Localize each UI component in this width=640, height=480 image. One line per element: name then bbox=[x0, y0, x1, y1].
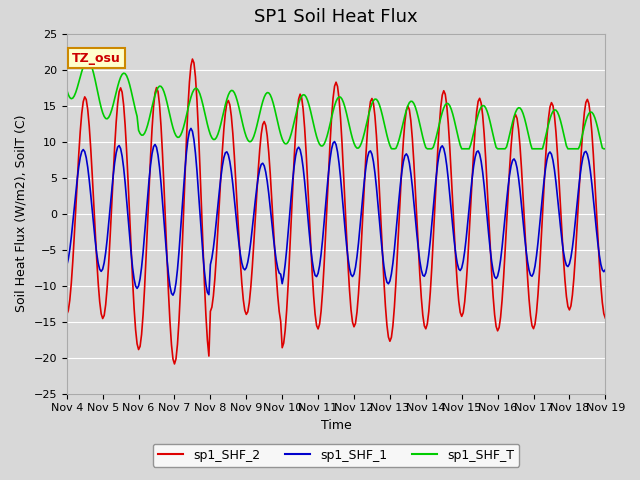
sp1_SHF_2 bbox=[163, 256, 171, 262]
Y-axis label: Soil Heat Flux (W/m2), SoilT (C): Soil Heat Flux (W/m2), SoilT (C) bbox=[15, 115, 28, 312]
sp1_SHF_T bbox=[403, 108, 410, 113]
sp1_SHF_T bbox=[539, 146, 547, 152]
Text: TZ_osu: TZ_osu bbox=[72, 51, 121, 65]
sp1_SHF_T bbox=[371, 96, 379, 102]
X-axis label: Time: Time bbox=[321, 419, 351, 432]
sp1_SHF_2 bbox=[189, 56, 196, 62]
Legend: sp1_SHF_2, sp1_SHF_1, sp1_SHF_T: sp1_SHF_2, sp1_SHF_1, sp1_SHF_T bbox=[153, 444, 519, 467]
sp1_SHF_T bbox=[63, 87, 70, 93]
Line: sp1_SHF_T: sp1_SHF_T bbox=[67, 60, 605, 149]
Title: SP1 Soil Heat Flux: SP1 Soil Heat Flux bbox=[254, 9, 418, 26]
sp1_SHF_1 bbox=[602, 267, 609, 273]
sp1_SHF_1 bbox=[390, 247, 398, 252]
sp1_SHF_T bbox=[389, 146, 397, 152]
Line: sp1_SHF_2: sp1_SHF_2 bbox=[67, 59, 605, 364]
sp1_SHF_1 bbox=[169, 292, 177, 298]
sp1_SHF_1 bbox=[163, 256, 171, 262]
sp1_SHF_1 bbox=[63, 263, 70, 268]
sp1_SHF_1 bbox=[403, 151, 410, 157]
sp1_SHF_2 bbox=[390, 304, 398, 310]
sp1_SHF_T bbox=[78, 69, 86, 74]
Line: sp1_SHF_1: sp1_SHF_1 bbox=[67, 128, 605, 295]
sp1_SHF_2 bbox=[78, 110, 86, 116]
sp1_SHF_1 bbox=[372, 184, 380, 190]
sp1_SHF_T bbox=[602, 146, 609, 152]
sp1_SHF_2 bbox=[539, 213, 547, 218]
sp1_SHF_2 bbox=[602, 315, 609, 321]
sp1_SHF_T bbox=[390, 146, 398, 152]
sp1_SHF_1 bbox=[539, 193, 547, 199]
sp1_SHF_1 bbox=[78, 149, 86, 155]
sp1_SHF_2 bbox=[372, 133, 380, 139]
sp1_SHF_2 bbox=[171, 361, 179, 367]
sp1_SHF_2 bbox=[63, 312, 70, 317]
sp1_SHF_2 bbox=[403, 108, 410, 113]
sp1_SHF_1 bbox=[187, 125, 195, 131]
sp1_SHF_T bbox=[164, 106, 172, 112]
sp1_SHF_T bbox=[84, 58, 92, 63]
